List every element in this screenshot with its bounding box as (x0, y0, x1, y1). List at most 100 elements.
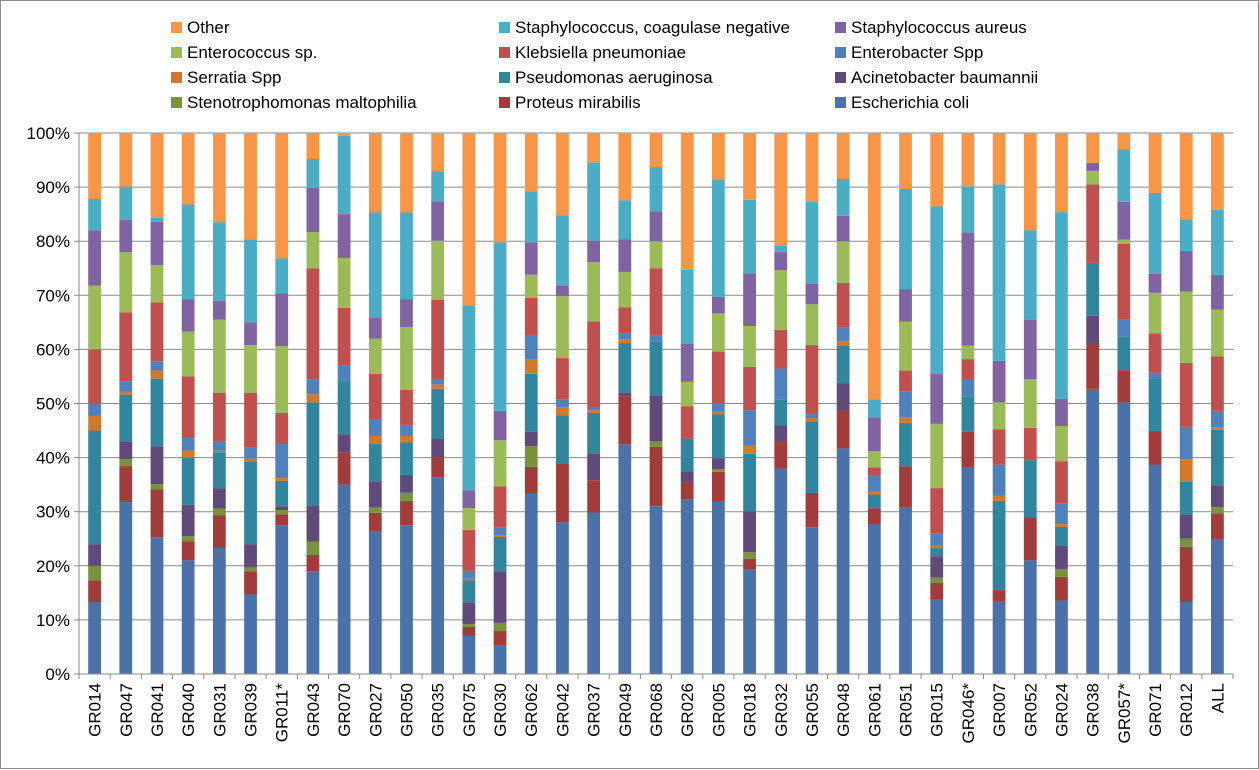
bar-group-gr075 (462, 133, 476, 674)
bar-segment-gr055-enterobacter-spp (805, 413, 819, 419)
bar-segment-gr049-klebsiella-pneumoniae (618, 307, 632, 334)
bar-segment-gr062-pseudomonas-aeruginosa (524, 373, 538, 432)
bar-segment-gr046-staphylococcus-coagulase-negative (961, 186, 975, 233)
bar-segment-gr039-serratia-spp (244, 458, 257, 462)
legend-item-pseudomonas-aeruginosa: Pseudomonas aeruginosa (499, 68, 713, 87)
x-tick-label-gr057: GR057* (1115, 683, 1134, 744)
bar-segment-gr051-enterobacter-spp (899, 391, 912, 418)
bar-segment-gr007-pseudomonas-aeruginosa (992, 500, 1006, 591)
legend-swatch-other (171, 22, 182, 33)
bar-segment-gr037-acinetobacter-baumannii (587, 453, 601, 481)
bar-segment-gr071-pseudomonas-aeruginosa (1148, 378, 1162, 432)
x-tick-label-gr042: GR042 (553, 683, 572, 737)
bar-segment-gr030-stenotrophomonas-maltophilia (493, 622, 507, 632)
bar-segment-gr030-proteus-mirabilis (493, 631, 507, 646)
bar-segment-gr057-enterobacter-spp (1117, 319, 1131, 337)
bar-segment-gr043-acinetobacter-baumannii (306, 505, 320, 542)
x-tick-label-gr039: GR039 (242, 683, 261, 737)
bar-segment-gr012-escherichia-coli (1179, 602, 1193, 674)
bar-segment-gr055-enterococcus-sp (805, 304, 819, 346)
x-tick-label-gr049: GR049 (616, 683, 635, 737)
bar-group-gr038 (1086, 133, 1100, 674)
bar-segment-gr035-staphylococcus-coagulase-negative (431, 171, 445, 202)
bar-segment-gr014-enterobacter-spp (88, 403, 101, 416)
bar-segment-gr024-klebsiella-pneumoniae (1055, 461, 1068, 504)
bar-segment-gr043-enterobacter-spp (306, 379, 320, 395)
bar-segment-gr057-klebsiella-pneumoniae (1117, 243, 1131, 320)
bar-segment-gr062-serratia-spp (524, 359, 538, 374)
y-tick-label: 40% (36, 449, 70, 468)
bar-segment-gr015-staphylococcus-aureus (930, 374, 944, 424)
bar-segment-gr035-other (431, 133, 445, 172)
bar-group-gr012 (1179, 133, 1193, 674)
bar-segment-gr062-acinetobacter-baumannii (524, 431, 538, 447)
y-tick-label: 80% (36, 232, 70, 251)
x-tick-label-gr030: GR030 (491, 683, 510, 737)
bar-segment-gr011-enterobacter-spp (275, 444, 289, 479)
bar-segment-gr012-stenotrophomonas-maltophilia (1179, 538, 1193, 547)
x-tick-label-gr061: GR061 (865, 683, 884, 737)
bar-segment-gr062-staphylococcus-aureus (524, 242, 538, 275)
bar-segment-gr071-other (1148, 133, 1162, 193)
bar-group-gr048 (836, 133, 850, 674)
bar-group-gr040 (181, 133, 195, 674)
legend-label-escherichia-coli: Escherichia coli (851, 93, 969, 112)
bar-segment-gr040-enterobacter-spp (181, 438, 195, 451)
bar-segment-gr043-staphylococcus-aureus (306, 187, 320, 233)
bar-segment-gr012-staphylococcus-coagulase-negative (1179, 219, 1193, 251)
legend-swatch-staphylococcus-coagulase-negative (499, 22, 510, 33)
bar-segment-gr012-acinetobacter-baumannii (1179, 514, 1193, 539)
bar-group-gr057 (1117, 133, 1131, 674)
bar-segment-gr075-enterobacter-spp (462, 570, 476, 579)
bar-segment-gr057-other (1117, 133, 1131, 150)
bar-segment-gr052-enterococcus-sp (1023, 379, 1037, 428)
legend-item-acinetobacter-baumannii: Acinetobacter baumannii (835, 68, 1038, 87)
bar-segment-gr014-klebsiella-pneumoniae (88, 349, 101, 404)
bar-segment-gr049-serratia-spp (618, 339, 632, 344)
bar-segment-gr071-escherichia-coli (1148, 464, 1162, 674)
bar-segment-gr043-staphylococcus-coagulase-negative (306, 158, 320, 188)
bar-segment-gr024-enterobacter-spp (1055, 503, 1068, 525)
bar-segment-gr027-escherichia-coli (368, 531, 382, 674)
bar-segment-gr030-staphylococcus-coagulase-negative (493, 242, 507, 411)
y-tick-label: 70% (36, 286, 70, 305)
bar-segment-gr047-serratia-spp (119, 391, 133, 395)
bar-segment-gr032-staphylococcus-coagulase-negative (774, 245, 788, 253)
bar-segment-all-staphylococcus-coagulase-negative (1211, 209, 1224, 275)
y-axis-ticks: 0% 10% 20% 30% 40% 50% 60% 70% 80% 90% 100% (27, 124, 79, 684)
x-tick-label-gr015: GR015 (928, 683, 947, 737)
bar-segment-gr026-escherichia-coli (680, 499, 694, 674)
bar-segment-gr057-staphylococcus-coagulase-negative (1117, 149, 1131, 202)
bar-segment-gr027-staphylococcus-coagulase-negative (368, 212, 382, 319)
x-tick-label-gr031: GR031 (210, 683, 229, 737)
legend-swatch-serratia-spp (171, 72, 182, 83)
bar-segment-gr032-pseudomonas-aeruginosa (774, 399, 788, 426)
bar-group-gr071 (1148, 133, 1162, 674)
bar-segment-gr015-serratia-spp (930, 545, 944, 549)
bar-segment-gr011-serratia-spp (275, 478, 289, 481)
x-tick-label-gr040: GR040 (179, 683, 198, 737)
bar-segment-gr037-enterobacter-spp (587, 407, 601, 411)
bar-segment-gr037-serratia-spp (587, 410, 601, 413)
x-tick-label-gr032: GR032 (772, 683, 791, 737)
bar-segment-gr039-staphylococcus-aureus (244, 322, 257, 346)
bar-segment-gr057-pseudomonas-aeruginosa (1117, 336, 1131, 371)
bar-segment-gr071-klebsiella-pneumoniae (1148, 333, 1162, 373)
bar-segment-gr070-staphylococcus-aureus (337, 214, 351, 258)
x-tick-label-gr046: GR046* (959, 683, 978, 744)
legend-label-staphylococcus-aureus: Staphylococcus aureus (851, 18, 1027, 37)
bar-segment-gr051-pseudomonas-aeruginosa (899, 422, 912, 467)
bar-segment-gr050-stenotrophomonas-maltophilia (400, 492, 413, 501)
bar-segment-gr026-staphylococcus-coagulase-negative (680, 269, 694, 344)
bar-segment-gr075-proteus-mirabilis (462, 626, 476, 636)
bar-segment-gr048-staphylococcus-aureus (836, 215, 850, 242)
legend-item-enterobacter-spp: Enterobacter Spp (835, 43, 983, 62)
bar-segment-gr041-stenotrophomonas-maltophilia (150, 484, 164, 490)
bar-segment-gr032-acinetobacter-baumannii (774, 425, 788, 442)
legend-item-stenotrophomonas-maltophilia: Stenotrophomonas maltophilia (171, 93, 417, 112)
bar-segment-gr071-enterococcus-sp (1148, 292, 1162, 334)
bar-group-gr005 (711, 133, 725, 674)
bar-segment-gr075-escherichia-coli (462, 635, 476, 674)
bar-segment-gr011-proteus-mirabilis (275, 514, 289, 526)
bar-segment-gr005-enterococcus-sp (711, 313, 725, 352)
